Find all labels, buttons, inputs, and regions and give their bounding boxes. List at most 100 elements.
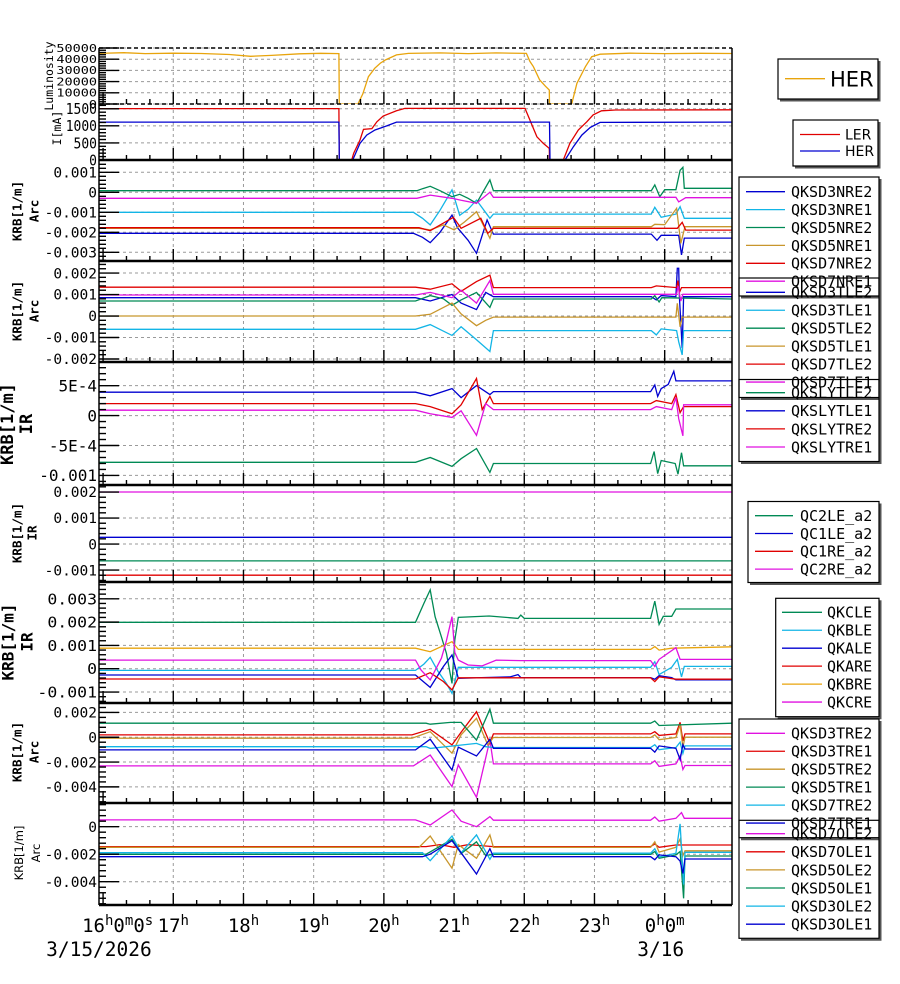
y-tick-label: 0 [88, 186, 97, 202]
legend-label: QKBLE [827, 622, 872, 640]
x-tick-unit: h [181, 913, 189, 929]
plot-frame [98, 47, 733, 907]
legend-entry: HER [785, 67, 874, 91]
legend-label: QKSD5NRE2 [791, 219, 872, 237]
legend-entry: QKSD5TLE2 [746, 320, 872, 338]
y-tick-label: 20000 [56, 76, 97, 88]
legend-entry: QKSD7TLE2 [746, 356, 872, 374]
y-tick-label: -0.001 [45, 206, 97, 222]
y-tick-label: 40000 [56, 53, 97, 65]
y-tick-label: 0.003 [47, 590, 97, 608]
x-tick-unit: h [656, 913, 664, 929]
legend-box [775, 597, 880, 718]
legend-entry: QKSLYTLE2 [746, 384, 872, 402]
legend-label: LER [845, 128, 872, 144]
y-axis-title: IR [25, 525, 40, 541]
y-axis-title: Arc [27, 300, 42, 323]
y-axis-title: KRB[1/m] [0, 383, 18, 465]
legend-label: QKSD7NRE1 [791, 273, 872, 291]
legend-entry: QKSD5TLE1 [746, 338, 872, 356]
legend-entry: QKBRE [782, 676, 872, 694]
legend-8: QKSD7OLE2QKSD7OLE1QKSD5OLE2QKSD5OLE1QKSD… [738, 819, 882, 941]
panel-2: -0.003 -0.002 -0.001 0 0.001 KRB[1/m] Arc [10, 159, 732, 262]
series-line-qksd3tre1 [99, 710, 732, 746]
y-axis-title: KRB[1/m] [10, 722, 25, 782]
x-tick-value: 23 [579, 915, 602, 937]
y-tick-label: 0 [88, 309, 97, 325]
x-tick-value: 18 [228, 915, 251, 937]
series-line-qksd7tre1 [99, 737, 732, 772]
series-line-qksd5nre2 [99, 165, 732, 205]
y-tick-label: -0.003 [45, 246, 97, 262]
legend-entry: QC2RE_a2 [755, 561, 872, 579]
series-line-her [99, 121, 732, 160]
y-tick-label: -0.001 [45, 563, 97, 579]
y-tick-label: -0.002 [45, 755, 97, 771]
series-line-qksd3ole2 [99, 823, 732, 885]
legend-label: HER [845, 144, 874, 160]
series-line-ler [99, 107, 732, 160]
x-tick-unit: h [461, 913, 469, 929]
x-tick-label: 21h [438, 913, 469, 937]
series-line-qkble [99, 656, 732, 696]
legend-label: QKCLE [827, 604, 872, 622]
x-tick-unit: h [105, 913, 113, 929]
y-tick-label: -5E-4 [49, 436, 97, 455]
legend-entry: QKSD7TLE1 [746, 373, 872, 391]
x-tick-value: 21 [438, 915, 461, 937]
legend-label: QC2RE_a2 [800, 561, 872, 579]
y-tick-label: 50000 [56, 42, 97, 54]
series-line-qkcre [99, 616, 732, 682]
y-tick-label: -0.004 [45, 875, 98, 891]
legend-entry: QKSD5OLE2 [746, 861, 872, 879]
x-tick-value: 0 [665, 915, 676, 937]
x-tick-label: 22h [509, 913, 540, 937]
legend-label: QKSD7TRE1 [791, 814, 872, 832]
legend-2: QKSD3NRE2QKSD3NRE1QKSD5NRE2QKSD5NRE1QKSD… [738, 176, 882, 299]
series-line-qkale [99, 653, 732, 689]
panel-7: -0.004 -0.002 0 0.002 KRB[1/m] Arc [10, 703, 732, 803]
legend-box [738, 819, 880, 939]
y-axis-title: Arc [27, 200, 42, 223]
legend-label: QKSD7NRE2 [791, 255, 872, 273]
series-line-qksd3tle1 [99, 323, 732, 356]
y-axis-title: Arc [27, 741, 42, 764]
x-tick-value: 19 [298, 915, 321, 937]
y-tick-label: 0 [87, 406, 97, 425]
legend-entry: QKSD7TRE1 [746, 814, 872, 832]
legend-7: QKSD3TRE2QKSD3TRE1QKSD5TRE2QKSD5TRE1QKSD… [738, 718, 882, 841]
legend-label: QKSD5TRE2 [791, 761, 872, 779]
legend-label: QKSD5OLE1 [791, 879, 872, 897]
series-line-qkcle [99, 587, 732, 684]
y-tick-label: 0 [87, 660, 97, 678]
x-tick-unit: m [676, 913, 684, 929]
y-tick-label: 30000 [56, 65, 97, 77]
legend-label: QKSD3TLE2 [791, 284, 872, 302]
x-tick-label: 19h [298, 913, 329, 937]
legend-label: QKSD5NRE1 [791, 237, 872, 255]
legend-label: QKSLYTLE1 [791, 402, 872, 420]
legend-entry: QKSD7NRE2 [746, 255, 872, 273]
y-tick-label: 10000 [56, 87, 97, 99]
series-line-qksd3tre2 [99, 739, 732, 800]
legend-label: QKCRE [827, 693, 872, 711]
legend-label: QC1RE_a2 [800, 543, 872, 561]
series-line-qkbre [99, 640, 732, 653]
legend-box [738, 176, 880, 297]
y-tick-label: 0 [88, 731, 97, 747]
y-tick-label: -0.004 [45, 780, 98, 796]
legend-entry: QKSD3TLE1 [746, 302, 872, 320]
legend-entry: QC2LE_a2 [755, 507, 872, 525]
series-line-qksd5tle1 [99, 302, 732, 327]
y-axis-title: I[mA] [50, 111, 64, 146]
legend-entry: QKSD5NRE2 [746, 219, 872, 237]
panel-3: -0.002 -0.001 0 0.001 0.002 KRB[1/m] Arc [10, 261, 732, 368]
x-tick-value: 20 [368, 915, 391, 937]
y-tick-label: -0.001 [37, 683, 97, 701]
legend-label: QKSD7TLE1 [791, 373, 872, 391]
y-tick-label: -0.002 [45, 847, 97, 863]
y-tick-label: 5E-4 [58, 376, 97, 395]
legend-entry: QKSD3OLE1 [746, 916, 872, 934]
legend-entry: QC1LE_a2 [755, 525, 872, 543]
